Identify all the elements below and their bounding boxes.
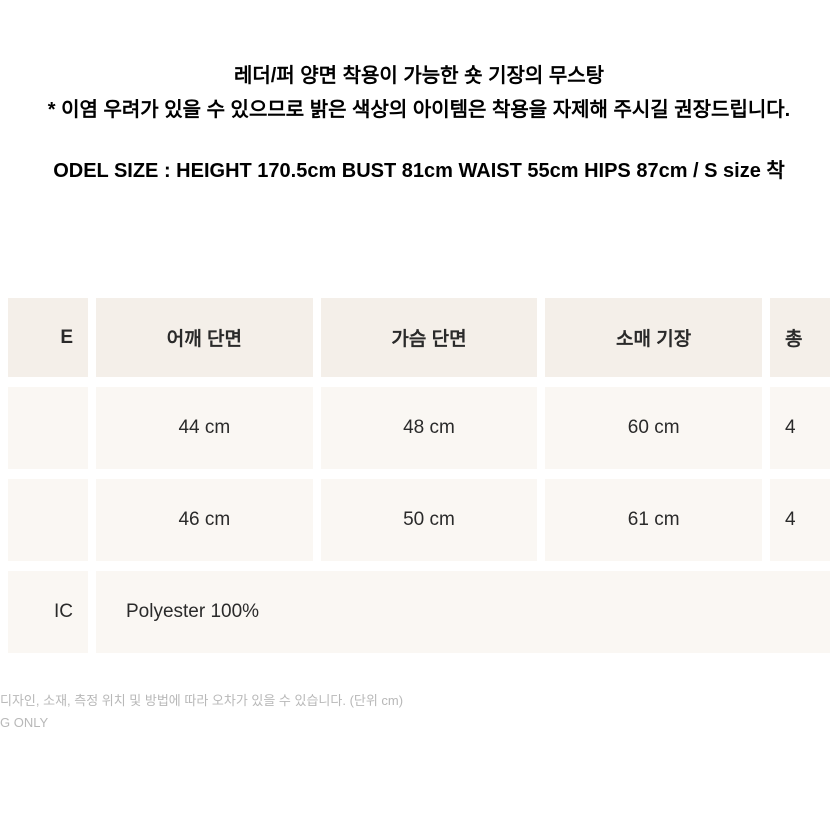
header-section: 레더/퍼 양면 착용이 가능한 숏 기장의 무스탕 * 이염 우려가 있을 수 … bbox=[0, 0, 838, 183]
table-cell-shoulder: 44 cm bbox=[96, 387, 313, 469]
size-table: E 어깨 단면 가슴 단면 소매 기장 총 44 cm 48 cm 60 cm … bbox=[0, 288, 838, 663]
table-cell-size bbox=[8, 387, 88, 469]
table-cell-size bbox=[8, 479, 88, 561]
table-cell-bust: 50 cm bbox=[321, 479, 538, 561]
table-header-size: E bbox=[8, 298, 88, 377]
table-cell-bust: 48 cm bbox=[321, 387, 538, 469]
table-cell-length: 4 bbox=[770, 387, 830, 469]
footer-notes: 디자인, 소재, 측정 위치 및 방법에 따라 오차가 있을 수 있습니다. (… bbox=[0, 691, 838, 732]
table-row: 46 cm 50 cm 61 cm 4 bbox=[8, 479, 830, 561]
footer-line-1: 디자인, 소재, 측정 위치 및 방법에 따라 오차가 있을 수 있습니다. (… bbox=[0, 691, 838, 711]
description-line-2: * 이염 우려가 있을 수 있으므로 밝은 색상의 아이템은 착용을 자제해 주… bbox=[10, 94, 828, 126]
table-cell-sleeve: 61 cm bbox=[545, 479, 762, 561]
table-row: 44 cm 48 cm 60 cm 4 bbox=[8, 387, 830, 469]
table-cell-shoulder: 46 cm bbox=[96, 479, 313, 561]
table-header-row: E 어깨 단면 가슴 단면 소매 기장 총 bbox=[8, 298, 830, 377]
size-table-section: E 어깨 단면 가슴 단면 소매 기장 총 44 cm 48 cm 60 cm … bbox=[0, 288, 838, 663]
table-cell-length: 4 bbox=[770, 479, 830, 561]
table-cell-sleeve: 60 cm bbox=[545, 387, 762, 469]
fabric-row: IC Polyester 100% bbox=[8, 571, 830, 653]
model-size-info: ODEL SIZE : HEIGHT 170.5cm BUST 81cm WAI… bbox=[10, 154, 828, 183]
table-header-sleeve: 소매 기장 bbox=[545, 298, 762, 377]
fabric-value: Polyester 100% bbox=[96, 571, 830, 653]
table-header-length: 총 bbox=[770, 298, 830, 377]
footer-line-2: G ONLY bbox=[0, 713, 838, 733]
table-header-shoulder: 어깨 단면 bbox=[96, 298, 313, 377]
table-header-bust: 가슴 단면 bbox=[321, 298, 538, 377]
fabric-label: IC bbox=[8, 571, 88, 653]
description-line-1: 레더/퍼 양면 착용이 가능한 숏 기장의 무스탕 bbox=[10, 60, 828, 92]
